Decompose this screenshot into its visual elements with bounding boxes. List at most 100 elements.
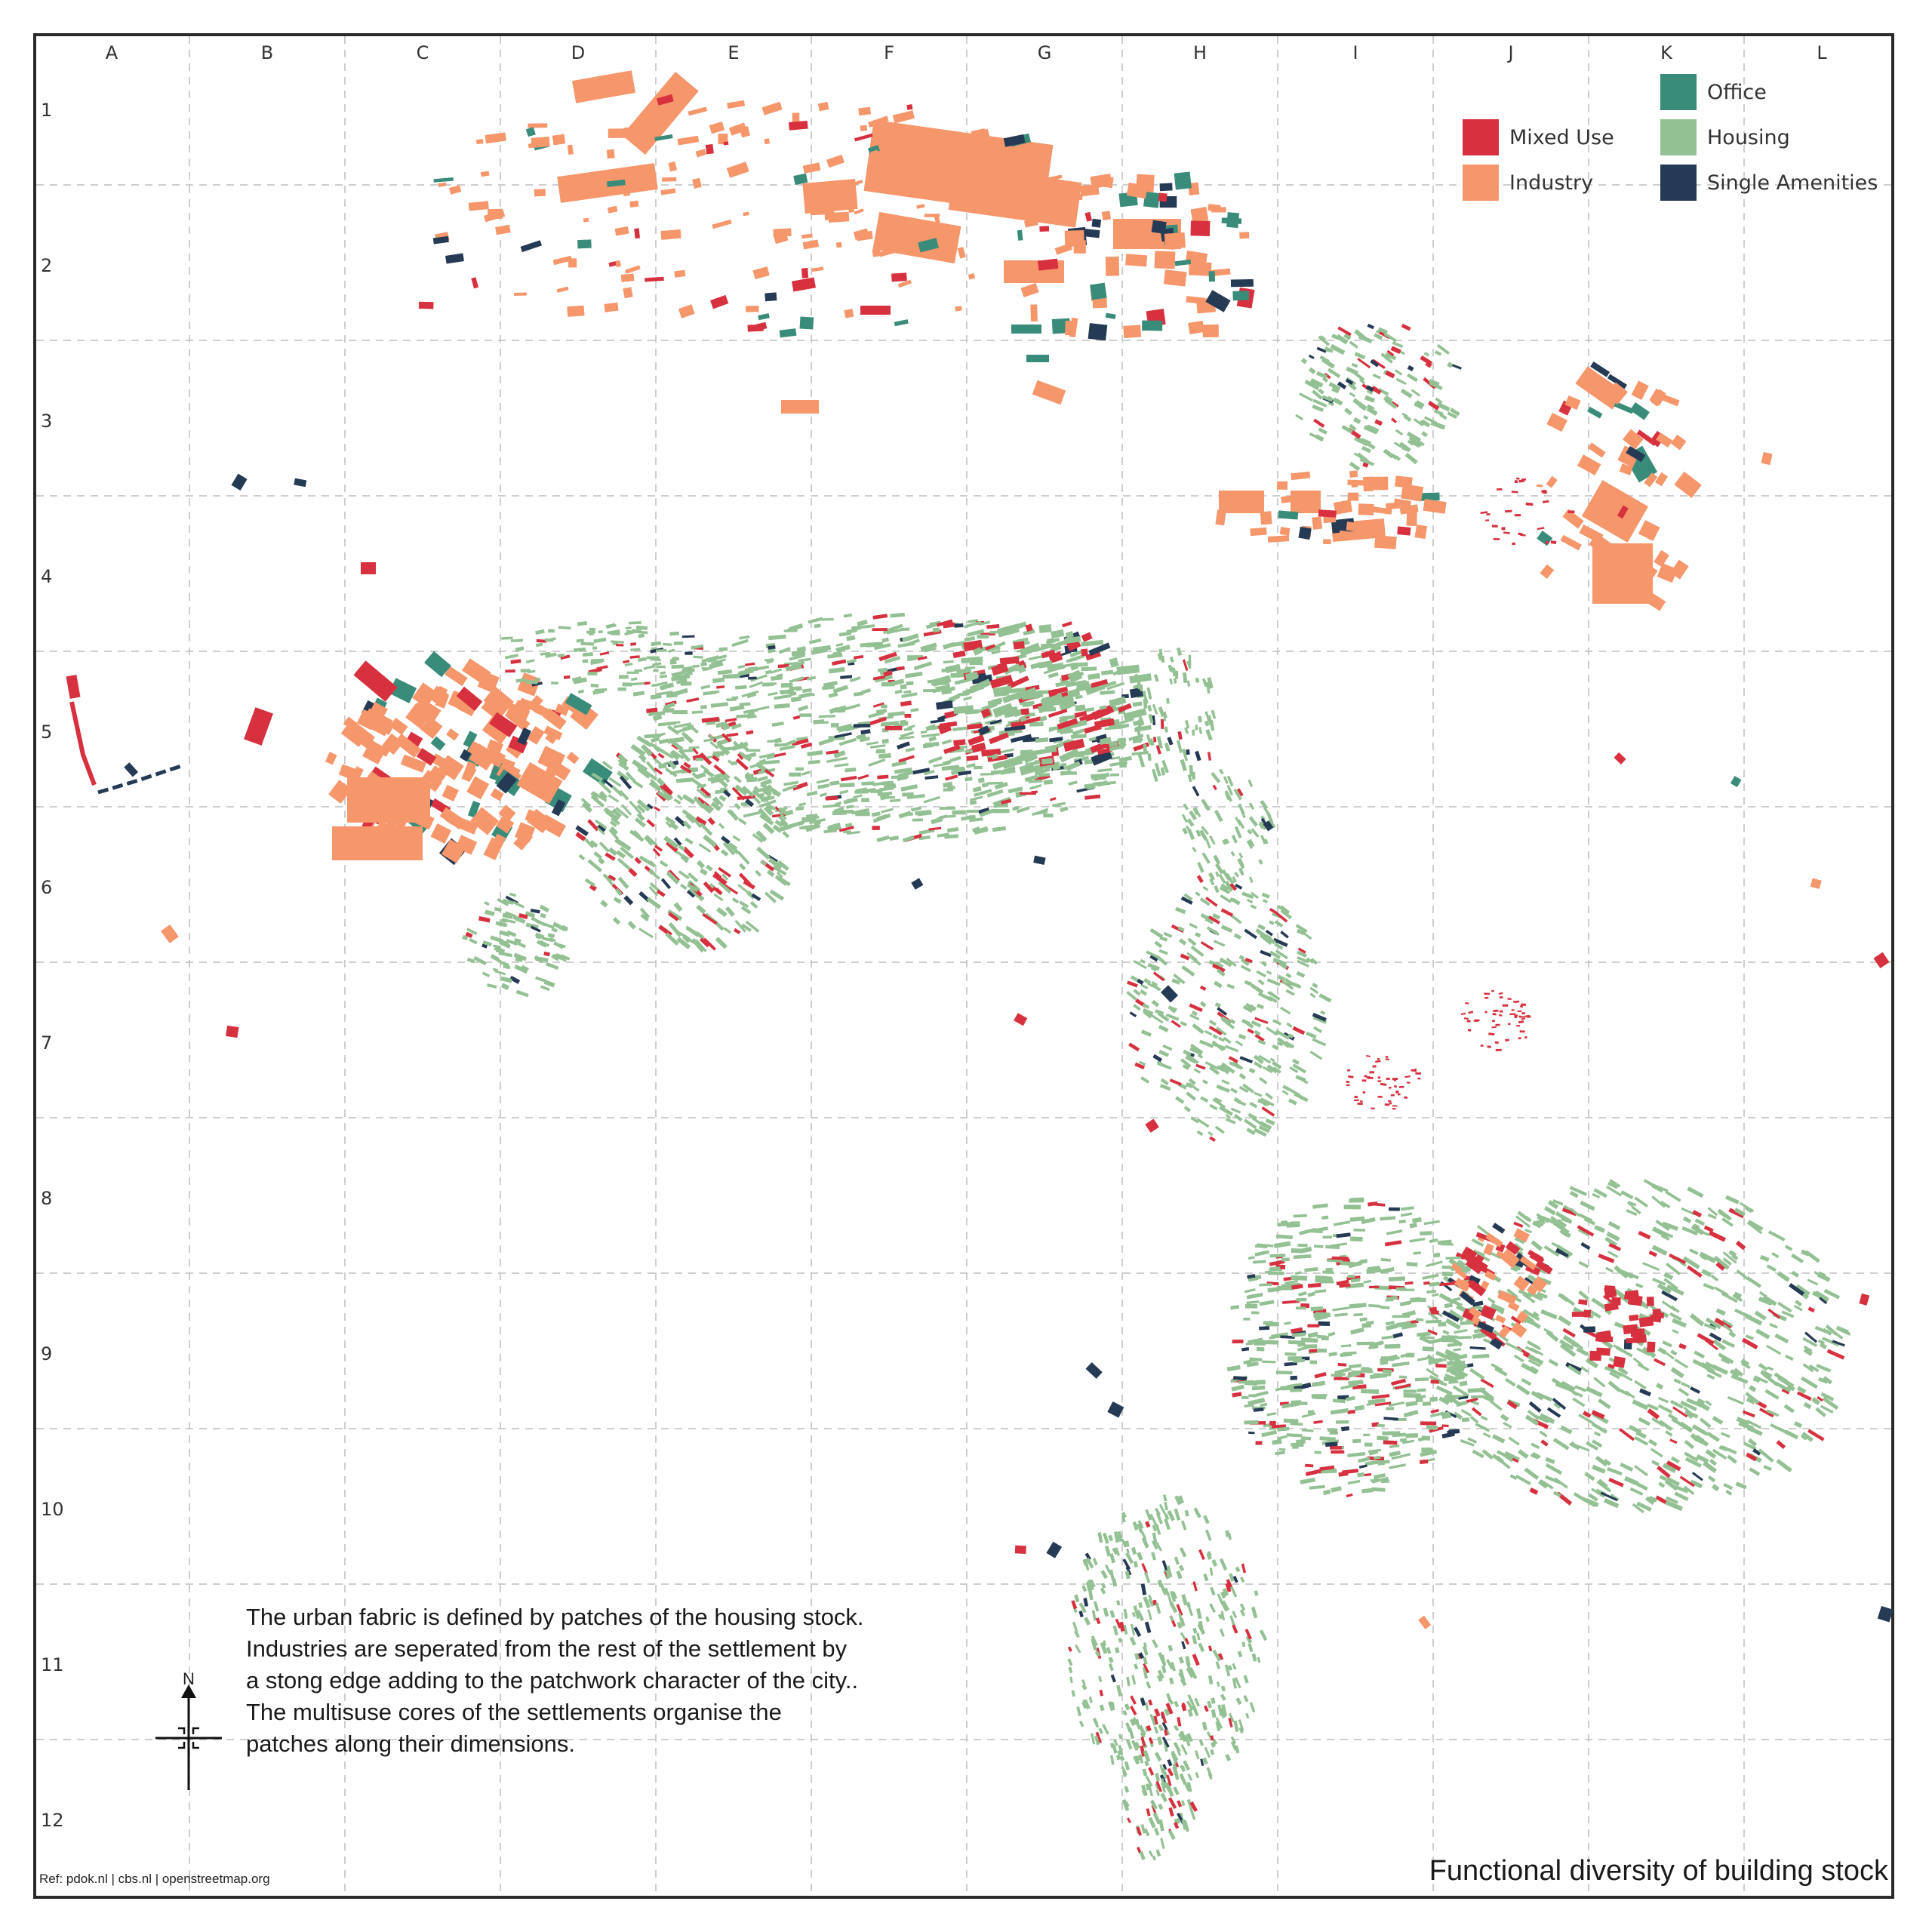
building-amenity	[1367, 323, 1374, 330]
building-office	[793, 173, 808, 186]
building-housing	[714, 796, 724, 808]
building-housing	[1038, 660, 1053, 669]
building-industry	[937, 229, 957, 239]
building-mixed-use	[1007, 675, 1029, 690]
building-amenity	[1298, 526, 1312, 540]
building-mixed-use	[1143, 1663, 1149, 1674]
building-housing	[691, 644, 704, 650]
building-housing	[752, 833, 764, 843]
building-housing	[792, 650, 801, 656]
building-mixed-use	[1020, 708, 1029, 715]
building-mixed-use	[1647, 1408, 1660, 1420]
building-housing	[1432, 1293, 1439, 1297]
building-housing	[881, 808, 894, 814]
building-housing	[1003, 663, 1021, 675]
building-housing	[1254, 1091, 1263, 1097]
building-housing	[903, 690, 912, 694]
building-housing	[592, 791, 608, 802]
building-housing	[1527, 1358, 1541, 1367]
building-mixed-use	[1130, 1706, 1137, 1715]
building-mixed-use	[737, 753, 744, 760]
building-mixed-use	[967, 723, 983, 730]
building-housing	[1361, 1389, 1380, 1395]
building-housing	[1296, 1297, 1307, 1302]
building-housing	[650, 779, 661, 790]
building-housing	[1774, 1381, 1792, 1393]
building-housing	[557, 654, 565, 658]
building-housing	[1124, 1761, 1131, 1770]
building-housing	[1347, 1451, 1366, 1458]
building-housing	[1158, 1724, 1164, 1732]
building-amenity	[603, 779, 614, 788]
building-housing	[1392, 341, 1404, 349]
building-housing	[1689, 1248, 1699, 1256]
building-housing	[1409, 1222, 1418, 1229]
building-housing	[1353, 417, 1361, 424]
building-housing	[1508, 1436, 1520, 1446]
building-housing	[897, 641, 915, 648]
building-housing	[1214, 1097, 1223, 1103]
building-housing	[600, 900, 608, 908]
building-amenity	[1546, 1407, 1561, 1418]
building-housing	[939, 806, 956, 811]
building-mixed-use	[1084, 794, 1101, 800]
building-amenity	[1140, 1697, 1146, 1706]
building-housing	[894, 767, 912, 774]
building-mixed-use	[1184, 1638, 1189, 1645]
building-housing	[707, 658, 717, 663]
building-amenity	[1248, 1431, 1255, 1435]
building-mixed-use	[825, 795, 838, 801]
building-industry	[727, 100, 746, 109]
building-industry	[1277, 481, 1288, 490]
building-mixed-use	[1485, 519, 1490, 521]
building-housing	[1650, 1447, 1663, 1458]
building-mixed-use	[1465, 1256, 1485, 1275]
building-amenity	[1388, 1207, 1400, 1211]
building-mixed-use	[985, 644, 996, 651]
building-industry	[660, 229, 681, 240]
building-housing	[1395, 377, 1407, 386]
building-housing	[1213, 854, 1221, 865]
building-housing	[1231, 1384, 1244, 1392]
building-industry	[957, 247, 966, 259]
building-housing	[1312, 405, 1324, 412]
building-housing	[573, 678, 587, 685]
building-housing	[608, 794, 620, 803]
building-housing	[1254, 1061, 1263, 1069]
building-housing	[1438, 1293, 1455, 1304]
building-mixed-use	[654, 806, 660, 812]
building-housing	[710, 801, 721, 811]
building-housing	[1429, 1396, 1438, 1402]
building-mixed-use	[1499, 1010, 1503, 1013]
building-housing	[1269, 1254, 1286, 1258]
building-housing	[544, 638, 554, 642]
building-mixed-use	[1395, 1091, 1399, 1093]
building-housing	[638, 928, 654, 939]
building-housing	[881, 721, 900, 727]
building-housing	[1366, 1370, 1374, 1374]
building-mixed-use	[1130, 1695, 1137, 1705]
building-industry	[343, 716, 358, 731]
building-housing	[1238, 1085, 1249, 1094]
building-housing	[1709, 1458, 1718, 1466]
building-housing	[1801, 1376, 1818, 1389]
building-housing	[1101, 1724, 1109, 1735]
building-housing	[1163, 1494, 1168, 1502]
building-housing	[1060, 806, 1069, 813]
building-mixed-use	[1141, 1563, 1148, 1574]
building-amenity	[1125, 1566, 1132, 1576]
building-mixed-use	[668, 912, 679, 921]
building-housing	[1251, 1606, 1258, 1619]
building-housing	[1346, 1372, 1359, 1379]
building-housing	[1243, 1675, 1249, 1684]
building-housing	[1361, 1487, 1374, 1494]
building-industry	[412, 682, 438, 708]
building-housing	[1594, 1225, 1605, 1233]
building-office	[1232, 291, 1250, 301]
building-housing	[964, 671, 979, 681]
building-housing	[494, 970, 506, 976]
building-mixed-use	[1390, 346, 1401, 355]
building-housing	[1308, 367, 1316, 374]
building-housing	[1299, 392, 1314, 402]
building-housing	[1586, 1386, 1603, 1398]
